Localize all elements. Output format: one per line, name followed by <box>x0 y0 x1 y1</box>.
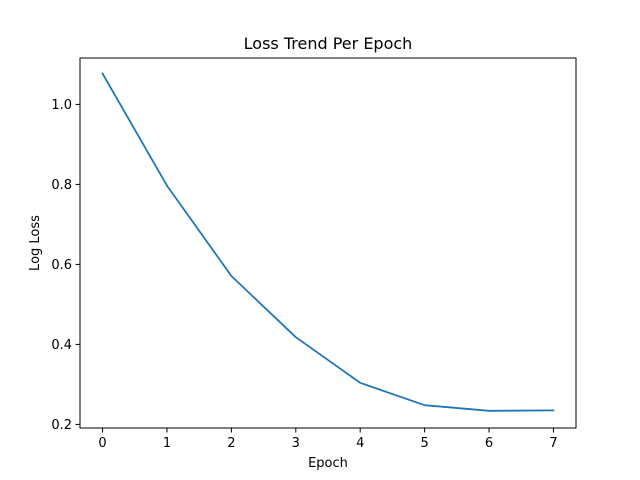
y-tick-label: 0.6 <box>51 258 72 273</box>
y-tick-label: 0.8 <box>51 178 72 193</box>
axis-ticks: 0 1 2 3 4 5 6 7 0.2 0.4 0.6 0.8 1.0 <box>51 98 557 451</box>
series-line <box>101 72 555 412</box>
y-tick-label: 1.0 <box>51 98 72 113</box>
x-tick-label: 1 <box>163 436 171 451</box>
x-tick-label: 3 <box>292 436 300 451</box>
y-axis-label: Log Loss <box>28 215 43 271</box>
x-axis-label: Epoch <box>308 456 348 471</box>
x-tick-label: 0 <box>98 436 106 451</box>
x-tick-label: 2 <box>227 436 235 451</box>
x-tick-label: 5 <box>420 436 428 451</box>
chart-title: Loss Trend Per Epoch <box>244 34 413 53</box>
y-tick-label: 0.2 <box>51 418 72 433</box>
x-tick-label: 4 <box>356 436 364 451</box>
y-tick-label: 0.4 <box>51 338 72 353</box>
plot-area-frame <box>79 57 577 429</box>
x-tick-label: 6 <box>485 436 493 451</box>
x-tick-label: 7 <box>549 436 557 451</box>
